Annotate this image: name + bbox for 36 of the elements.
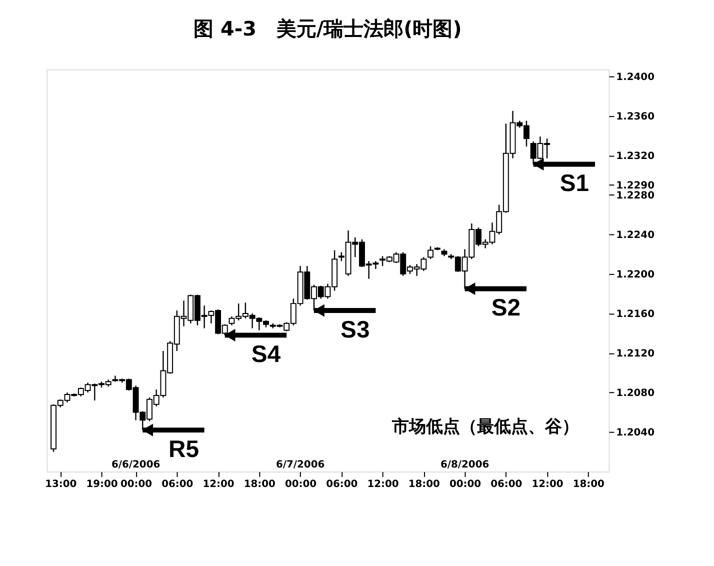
annotation: 6/7/2006 — [276, 460, 325, 471]
x-tick-label: 19:00 — [86, 478, 118, 490]
annotation: S1 — [560, 170, 590, 198]
y-tick-label: 1.2200 — [616, 269, 655, 280]
annotation: 6/8/2006 — [440, 460, 490, 471]
y-tick-label: 1.2240 — [616, 230, 655, 241]
x-tick-label: 06:00 — [326, 478, 358, 490]
x-tick-label: 12:00 — [532, 478, 564, 490]
chart-title: 图 4-3 美元/瑞士法郎(时图) — [194, 18, 462, 41]
y-tick-label: 1.2120 — [616, 348, 655, 360]
y-tick-label: 1.2080 — [616, 388, 655, 399]
y-tick-label: 1.2290 — [616, 180, 655, 192]
x-tick-label: 06:00 — [162, 478, 194, 490]
y-tick-label: 1.2280 — [616, 190, 655, 202]
y-tick-label: 1.2360 — [616, 111, 655, 122]
annotation: R5 — [168, 436, 199, 463]
x-tick-label: 00:00 — [449, 478, 482, 490]
x-tick-label: 13:00 — [45, 478, 77, 490]
y-tick-label: 1.2400 — [616, 72, 655, 83]
annotation: S4 — [251, 341, 282, 368]
y-tick-label: 1.2160 — [616, 308, 655, 320]
x-tick-label: 00:00 — [120, 478, 152, 490]
candlestick — [428, 246, 434, 260]
y-tick-label: 1.2320 — [616, 150, 655, 162]
annotation: 市场低点（最低点、谷） — [390, 416, 579, 436]
x-tick-label: 12:00 — [202, 478, 234, 490]
x-tick-label: 12:00 — [367, 478, 399, 490]
x-tick-label: 06:00 — [490, 478, 522, 490]
annotation: 6/6/2006 — [111, 460, 160, 471]
x-tick-label: 18:00 — [408, 478, 440, 490]
annotation: S3 — [340, 316, 370, 344]
y-tick-label: 1.2040 — [616, 428, 655, 439]
annotation: S2 — [491, 294, 520, 322]
x-tick-label: 18:00 — [244, 478, 276, 490]
x-tick-label: 00:00 — [284, 478, 317, 490]
x-tick-label: 18:00 — [572, 478, 605, 490]
